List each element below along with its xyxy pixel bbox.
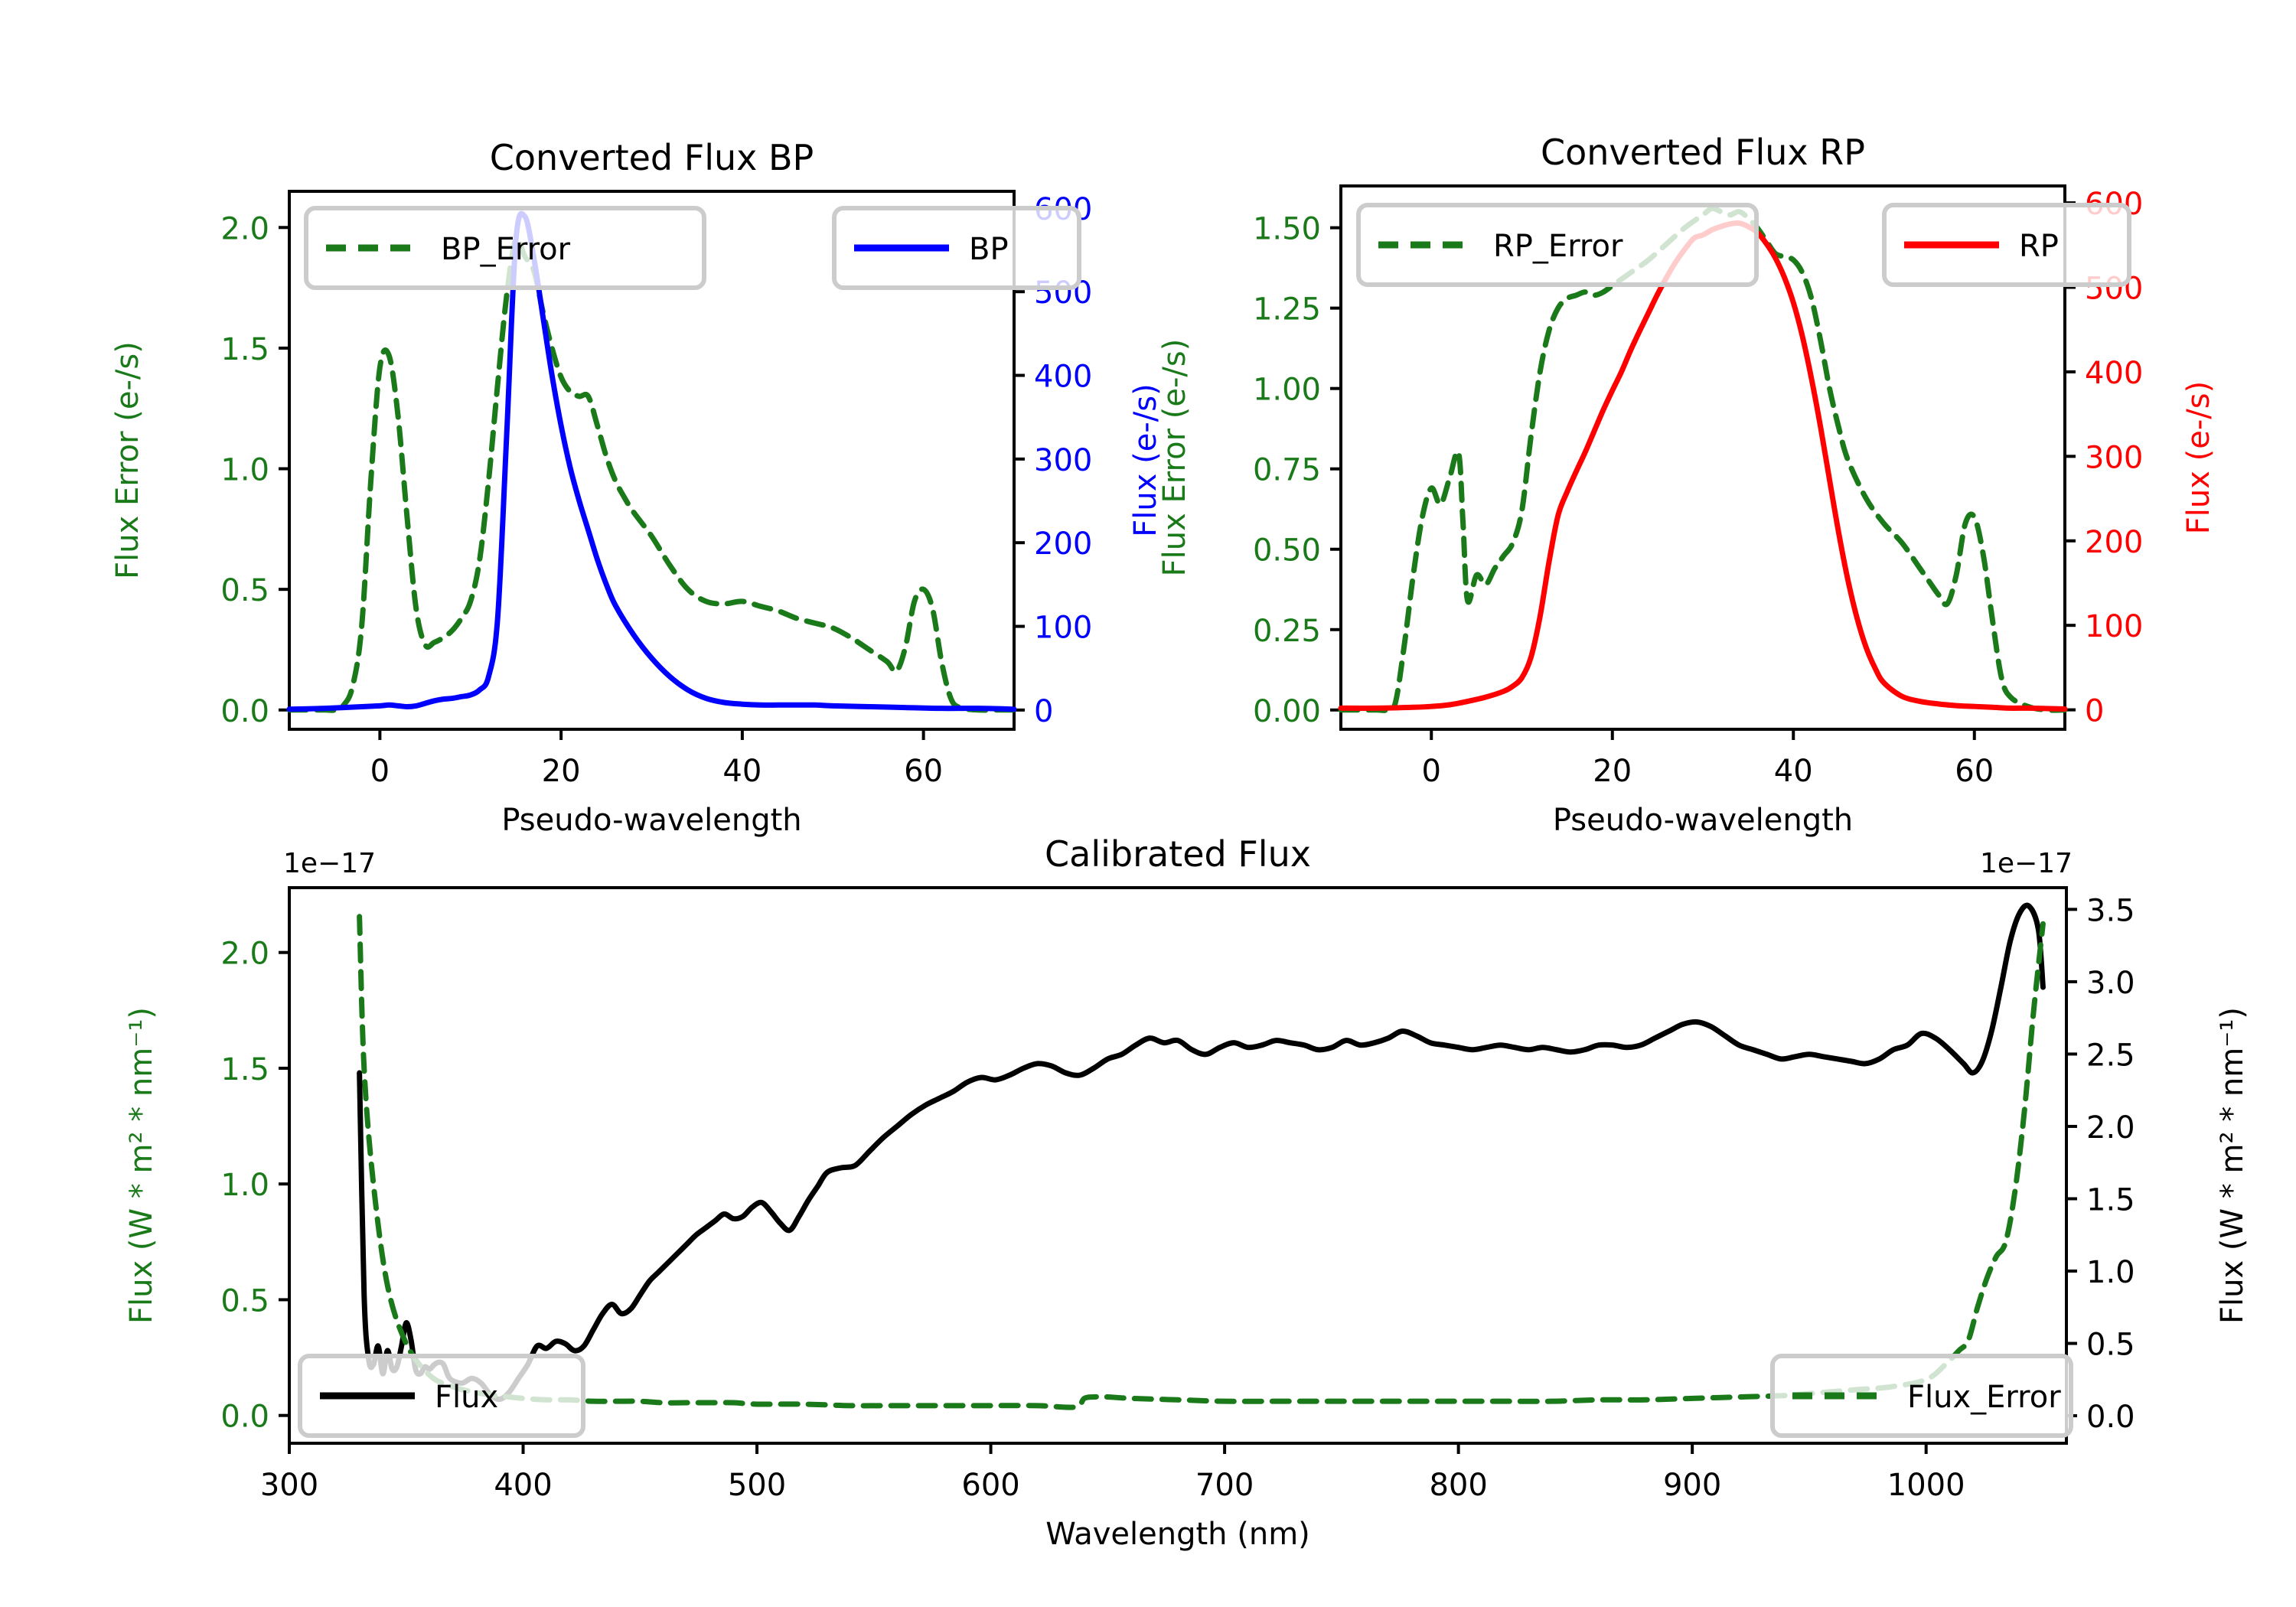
y-tick-label-left: 1.50 [1253,212,1321,247]
legend-flux-error: Flux_Error [1770,1354,2073,1438]
y-tick-label-right: 0.5 [2086,1328,2135,1363]
legend-box [304,206,706,290]
series-rp-error [1338,205,2068,713]
x-tick-label: 0 [1422,754,1441,789]
legend-box [1882,203,2131,287]
y-tick-label-left: 0.0 [220,694,269,729]
y-tick-label-right: 300 [2085,440,2143,475]
x-tick-label: 900 [1663,1468,1721,1503]
x-axis-label: Pseudo-wavelength [1553,803,1853,838]
x-tick-label: 40 [1774,754,1813,789]
legend-label: RP [2019,229,2059,264]
legend-label: BP [969,232,1009,267]
legend-box [298,1354,585,1438]
y-tick-label-left: 0.25 [1253,614,1321,649]
legend-label: Flux_Error [1907,1380,2061,1415]
panel-title: Converted Flux RP [1541,132,1865,173]
panel-title: Converted Flux BP [490,137,814,178]
axes-frame [288,886,2068,1445]
y-tick-label-left: 2.0 [220,211,269,246]
y-tick-label-right: 100 [2085,609,2143,644]
x-axis-label: Wavelength (nm) [1045,1517,1310,1552]
y-tick-label-right: 400 [1034,360,1092,395]
y-tick-label-right: 400 [2085,356,2143,391]
panel-converted-flux-rp: Converted Flux RP 0 20 40 60 Pseudo-wavelengt… [1157,132,2216,838]
panel-title: Calibrated Flux [1045,833,1311,875]
y-tick-label-left: 0.5 [220,1283,269,1319]
y-tick-label-left: 1.0 [220,1168,269,1203]
y-tick-label-left: 1.00 [1253,373,1321,408]
legend-rp-error: RP_Error [1356,203,1759,287]
y-offset-right: 1e−17 [1980,848,2073,879]
y-tick-label-right: 0 [1034,694,1053,729]
y-tick-label-left: 0.5 [220,573,269,608]
legend-label: Flux [435,1380,498,1415]
y-axis-label-left: Flux Error (e-/s) [110,341,145,579]
x-tick-label: 0 [370,754,390,789]
y-tick-label-left: 0.75 [1253,453,1321,488]
y-tick-label-right: 300 [1034,443,1092,478]
x-tick-label: 20 [542,754,581,789]
y-tick-label-left: 1.5 [220,1052,269,1087]
y-tick-label-right: 200 [1034,526,1092,562]
y-tick-label-right: 100 [1034,611,1092,646]
y-tick-label-right: 3.5 [2086,893,2135,928]
y-axis-label-right: Flux (e-/s) [2181,381,2216,534]
y-tick-label-right: 1.5 [2086,1182,2135,1217]
x-tick-label: 20 [1593,754,1632,789]
y-tick-label-right: 3.0 [2086,966,2135,1001]
legend-bp-error: BP_Error [304,206,706,290]
y-tick-label-left: 1.25 [1253,292,1321,328]
y-tick-label-left: 2.0 [220,937,269,972]
x-axis-label: Pseudo-wavelength [501,803,801,838]
y-axis-label-left: Flux (W * m² * nm⁻¹) [124,1007,159,1324]
x-tick-label: 800 [1429,1468,1487,1503]
legend-rp: RP [1882,203,2131,287]
legend-box [832,206,1081,290]
legend-label: RP_Error [1493,229,1623,264]
y-offset-left: 1e−17 [283,848,376,879]
y-tick-label-right: 1.0 [2086,1255,2135,1290]
y-tick-label-right: 2.5 [2086,1038,2135,1073]
y-tick-label-left: 1.5 [220,332,269,367]
y-tick-label-left: 0.00 [1253,694,1321,729]
panel-calibrated-flux: Calibrated Flux 300 400 500 600 700 800 900 1000… [124,833,2250,1552]
x-tick-label: 40 [722,754,762,789]
x-tick-label: 500 [728,1468,786,1503]
x-tick-label: 1000 [1887,1468,1965,1503]
legend-bp: BP [832,206,1081,290]
y-axis-label-left: Flux Error (e-/s) [1157,339,1192,577]
series-bp-error [286,235,1017,713]
panel-converted-flux-bp: Converted Flux BP 0 20 40 60 Pseudo-wavelengt… [110,137,1163,838]
x-tick-label: 400 [494,1468,552,1503]
legend-flux: Flux [298,1354,585,1438]
y-tick-label-right: 200 [2085,525,2143,560]
y-axis-label-right: Flux (e-/s) [1128,383,1163,536]
y-tick-label-right: 2.0 [2086,1110,2135,1146]
y-tick-label-right: 0 [2085,694,2104,729]
x-tick-label: 300 [260,1468,318,1503]
x-tick-label: 60 [904,754,943,789]
x-tick-label: 700 [1195,1468,1254,1503]
y-tick-label-left: 0.0 [220,1400,269,1435]
legend-box [1770,1354,2073,1438]
series-bp [286,210,1017,712]
x-tick-label: 60 [1955,754,1994,789]
y-tick-label-right: 0.0 [2086,1400,2135,1435]
legend-box [1356,203,1759,287]
y-tick-label-left: 0.50 [1253,533,1321,569]
legend-label: BP_Error [441,232,571,267]
x-tick-label: 600 [961,1468,1019,1503]
y-tick-label-left: 1.0 [220,453,269,488]
y-axis-label-right: Flux (W * m² * nm⁻¹) [2215,1007,2250,1324]
